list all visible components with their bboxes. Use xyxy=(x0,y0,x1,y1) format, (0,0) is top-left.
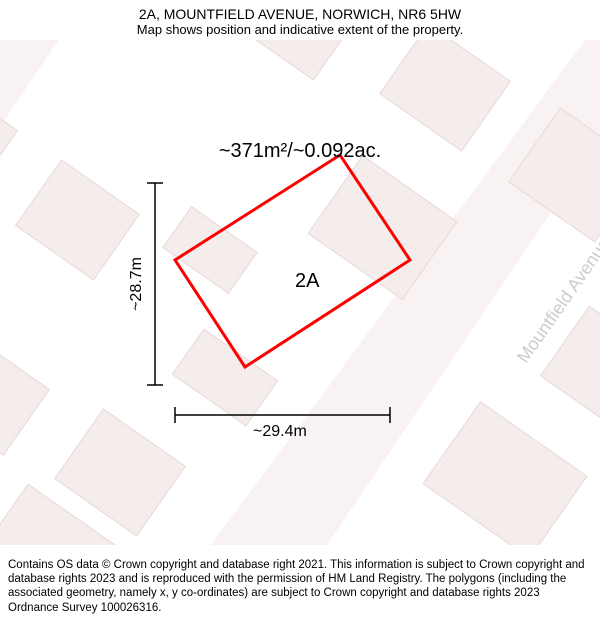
area-label: ~371m²/~0.092ac. xyxy=(0,140,600,163)
dimension-horizontal-label: ~29.4m xyxy=(253,423,307,441)
footer-copyright: Contains OS data © Crown copyright and d… xyxy=(0,552,600,625)
dimension-vertical-label: ~28.7m xyxy=(128,257,146,311)
plot-label: 2A xyxy=(295,270,319,293)
page-subtitle: Map shows position and indicative extent… xyxy=(10,22,590,37)
header: 2A, MOUNTFIELD AVENUE, NORWICH, NR6 5HW … xyxy=(0,0,600,39)
map-area: ~371m²/~0.092ac. 2A ~28.7m ~29.4m Mountf… xyxy=(0,0,600,545)
page-title: 2A, MOUNTFIELD AVENUE, NORWICH, NR6 5HW xyxy=(10,6,590,22)
